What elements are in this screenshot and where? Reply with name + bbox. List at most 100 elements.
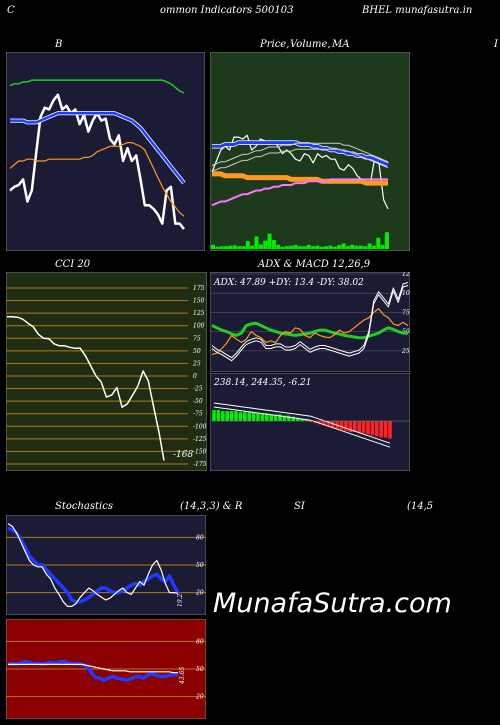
cci-tick-label: 0 (193, 373, 197, 380)
macd-histogram-bar (238, 412, 243, 421)
macd-histogram-bar (251, 412, 256, 421)
volume-bar (219, 246, 224, 249)
rsi-tick-label: 80 (196, 638, 204, 645)
macd-histogram-bar (221, 411, 225, 421)
stochastics-tick-label: 50 (196, 562, 204, 569)
adx-tick-label: 100 (402, 290, 410, 297)
macd-histogram-bar (243, 412, 247, 421)
adx-series-0 (211, 321, 409, 340)
minus-dy-line-a (211, 282, 409, 359)
stoch-title-left: Stochastics (55, 501, 113, 512)
rsi-title-left: SI (294, 501, 305, 512)
minus-dy-line-b (211, 285, 409, 362)
macd-histogram-bar (265, 413, 269, 421)
macd-chart: 238.14, 244.35, -6.21 (210, 373, 410, 471)
adx-bg (210, 272, 410, 372)
cci-tick-label: 125 (193, 310, 205, 317)
macd-histogram-bar (339, 421, 344, 430)
cci-tick-label: 50 (193, 348, 201, 355)
cci-tick-label: -100 (193, 423, 207, 430)
cci-tick-label: -75 (193, 411, 203, 418)
macd-histogram-bar (322, 421, 326, 426)
volume-bar (337, 245, 342, 249)
ma-envelope-lower (211, 148, 389, 172)
macd-histogram-bar (260, 413, 265, 421)
watermark: MunafaSutra.com (213, 588, 452, 619)
volume-bar (254, 236, 259, 249)
adx-macd-title: ADX & MACD 12,26,9 (258, 259, 371, 270)
volume-bar (211, 244, 215, 249)
cci-tick-label: -25 (193, 386, 203, 393)
macd-histogram-bar (256, 413, 260, 421)
macd-histogram-bar (344, 421, 348, 431)
volume-bar (367, 243, 372, 249)
volume-bar (263, 240, 268, 249)
adx-tick-label: 125 (402, 272, 410, 278)
macd-histogram-bar (278, 414, 282, 421)
volume-bar (215, 246, 220, 249)
volume-bar (324, 246, 329, 249)
volume-bar (345, 246, 350, 249)
macd-histogram-bar (388, 421, 392, 439)
rsi-series-0 (7, 659, 179, 682)
macd-histogram-bar (225, 411, 229, 421)
macd-histogram-bar (291, 416, 295, 421)
rsi-value-label: 43.65 (179, 667, 186, 685)
cci-tick-label: 175 (193, 285, 205, 292)
cci-value-label: -168 (173, 450, 193, 460)
stoch-title-right: (14,3,3) & R (180, 501, 243, 512)
volume-bar (315, 245, 320, 249)
price-edge-letter: I (494, 39, 498, 50)
volume-bar (232, 245, 237, 249)
stochastics-series-1 (7, 523, 179, 608)
volume-bar (358, 245, 363, 249)
macd-histogram-bar (379, 421, 383, 438)
stochastics-tick-label: 80 (196, 534, 204, 541)
cci-tick-label: -150 (193, 448, 207, 455)
volume-bar (311, 246, 316, 249)
macd-histogram-bar (331, 421, 335, 428)
macd-histogram-bar (348, 421, 353, 432)
macd-histogram-bar (353, 421, 357, 432)
price-series-0 (211, 134, 389, 210)
macd-histogram-bar (361, 421, 366, 434)
volume-bar (332, 246, 337, 249)
macd-histogram-bar (300, 418, 304, 421)
cci-tick-label: -50 (193, 398, 203, 405)
volume-bar (224, 246, 229, 249)
volume-bar (258, 244, 263, 249)
price-title-3: MA (332, 39, 350, 50)
volume-bar (341, 243, 346, 249)
rsi-title-right: (14,5 (407, 501, 434, 512)
volume-bar (298, 246, 302, 249)
volume-bar (245, 241, 250, 249)
signal-line (213, 406, 391, 448)
rsi-series-1 (8, 663, 178, 674)
price-title-2: Volume, (290, 39, 331, 50)
macd-line (213, 402, 391, 444)
volume-bar (237, 246, 242, 249)
cci-chart: 175 150 125 100 75 50 25 0 -25 -50 -75 -100 -125 -150… (6, 272, 207, 471)
macd-readout: 238.14, 244.35, -6.21 (213, 378, 312, 388)
volume-bar (385, 232, 389, 249)
volume-bar (267, 233, 272, 249)
macd-histogram-bar (273, 414, 278, 421)
macd-histogram-bar (229, 411, 234, 421)
macd-histogram-bar (234, 411, 238, 421)
cci-tick-label: 25 (192, 360, 201, 367)
cci-line (7, 315, 165, 461)
bollinger-chart (6, 52, 205, 251)
price-ma-bg (210, 52, 410, 251)
price-series-2 (212, 171, 388, 186)
adx-tick-label: 75 (402, 309, 410, 316)
stoch-value-label: 19.2 (177, 593, 184, 607)
boll-series-1 (9, 79, 185, 94)
macd-histogram-bar (304, 419, 309, 421)
rsi-tick-label: 50 (196, 666, 204, 673)
cci-tick-label: -175 (193, 461, 207, 468)
macd-histogram-bar (247, 412, 251, 421)
volume-bar (319, 246, 324, 249)
macd-histogram-bar (366, 421, 370, 435)
macd-histogram-bar (309, 421, 313, 423)
